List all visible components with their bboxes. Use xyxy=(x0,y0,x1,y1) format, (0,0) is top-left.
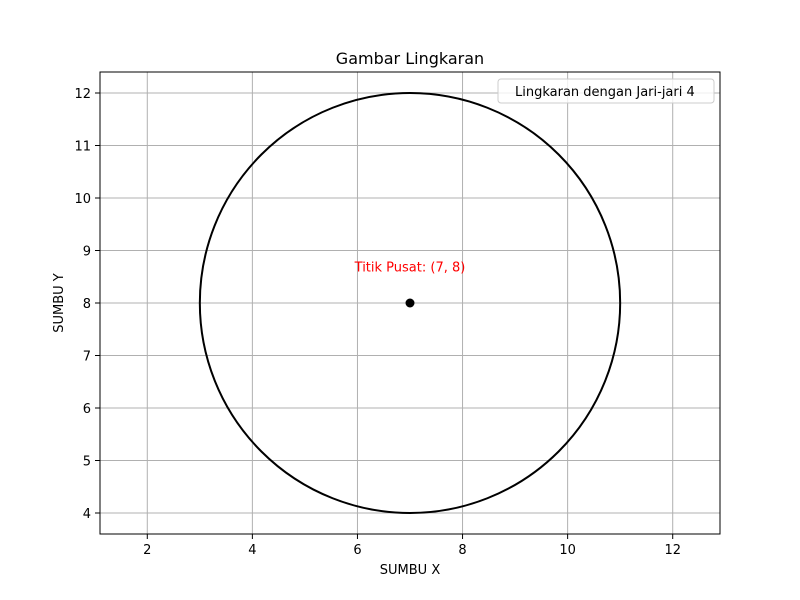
y-tick-label: 5 xyxy=(83,455,91,470)
circle-series-line xyxy=(198,92,622,514)
y-tick-label: 9 xyxy=(83,245,91,260)
y-tick-label: 6 xyxy=(83,402,91,417)
x-tick-label: 12 xyxy=(664,543,681,558)
legend-box xyxy=(497,78,715,104)
legend-label: Lingkaran dengan Jari-jari 4 xyxy=(515,85,695,100)
x-tick-label: 6 xyxy=(353,543,361,558)
center-annotation: Titik Pusat: (7, 8) xyxy=(354,261,466,276)
x-tick-label: 10 xyxy=(559,543,576,558)
y-tick-label: 11 xyxy=(74,140,91,155)
x-axis-label: SUMBU X xyxy=(380,563,441,578)
y-tick-label: 4 xyxy=(83,507,91,522)
y-axis-label: SUMBU Y xyxy=(52,273,67,333)
x-tick-label: 2 xyxy=(143,543,151,558)
y-tick-label: 7 xyxy=(83,350,91,365)
plot-area: Titik Pusat: (7, 8) 2 4 6 8 10 12 4 5 6 7 8 9 10 11 12 L… xyxy=(74,71,721,558)
y-tick-label: 12 xyxy=(74,87,91,102)
x-tick-label: 4 xyxy=(248,543,256,558)
y-tick-label: 8 xyxy=(83,297,91,312)
x-tick-label: 8 xyxy=(458,543,466,558)
center-point xyxy=(405,298,415,308)
chart-title: Gambar Lingkaran xyxy=(336,49,484,68)
y-tick-label: 10 xyxy=(74,192,91,207)
